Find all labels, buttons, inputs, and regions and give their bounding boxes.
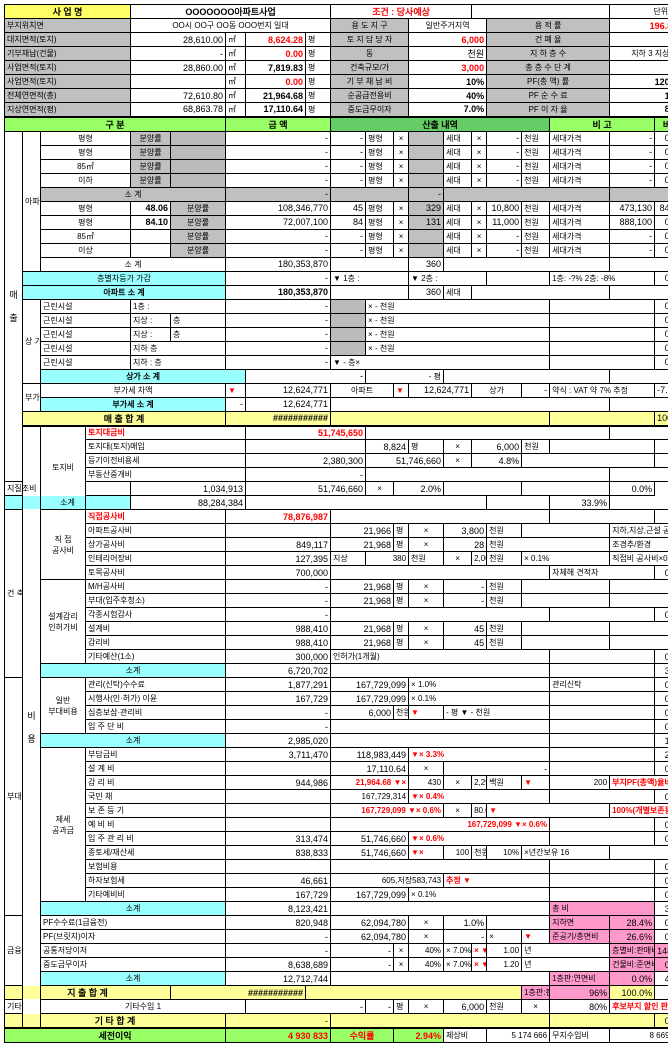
area1-m2: 28,610.00 [131, 33, 226, 47]
col-division: 구 분 [5, 117, 226, 132]
col-note: 비 고 [550, 117, 655, 132]
far-val: 196.87% [610, 19, 668, 33]
mall-group: 상 가 [23, 299, 41, 383]
zone-val: 일반주거지역 [409, 19, 487, 33]
project-name: OOOOOOO아파트사업 [131, 5, 331, 19]
unit-label: 단위:천원 [610, 5, 668, 19]
land-per-v: 6,000 [409, 33, 487, 47]
col-ratio: 비율 [655, 117, 668, 132]
loc-val: OO시 OO구 OO동 OOO번지 일대 [131, 19, 331, 33]
title-label: 사 업 명 [5, 5, 131, 19]
mae-group: 매출 [5, 131, 23, 482]
fin-group: 금융비 [5, 916, 23, 986]
far-label: 용 적 률 [487, 19, 610, 33]
col-calc: 산출 내역 [331, 117, 550, 132]
land-per: 토 지 담 당 자 [331, 33, 409, 47]
apt-group: 아파트 [23, 131, 41, 271]
area1-label: 대지면적(토지) [5, 33, 131, 47]
area1-p: 8,624.28 [246, 33, 306, 47]
loc-label: 부지위치면 [5, 19, 131, 33]
budae-group: 부대비 [5, 678, 23, 916]
zone-label: 용 도 지 구 [331, 19, 409, 33]
const-group: 건 축 비 [5, 510, 23, 678]
bi-group: 비용 [23, 426, 41, 1029]
condition: 조건 : 당사예상 [331, 5, 472, 19]
col-amount: 금 액 [226, 117, 331, 132]
